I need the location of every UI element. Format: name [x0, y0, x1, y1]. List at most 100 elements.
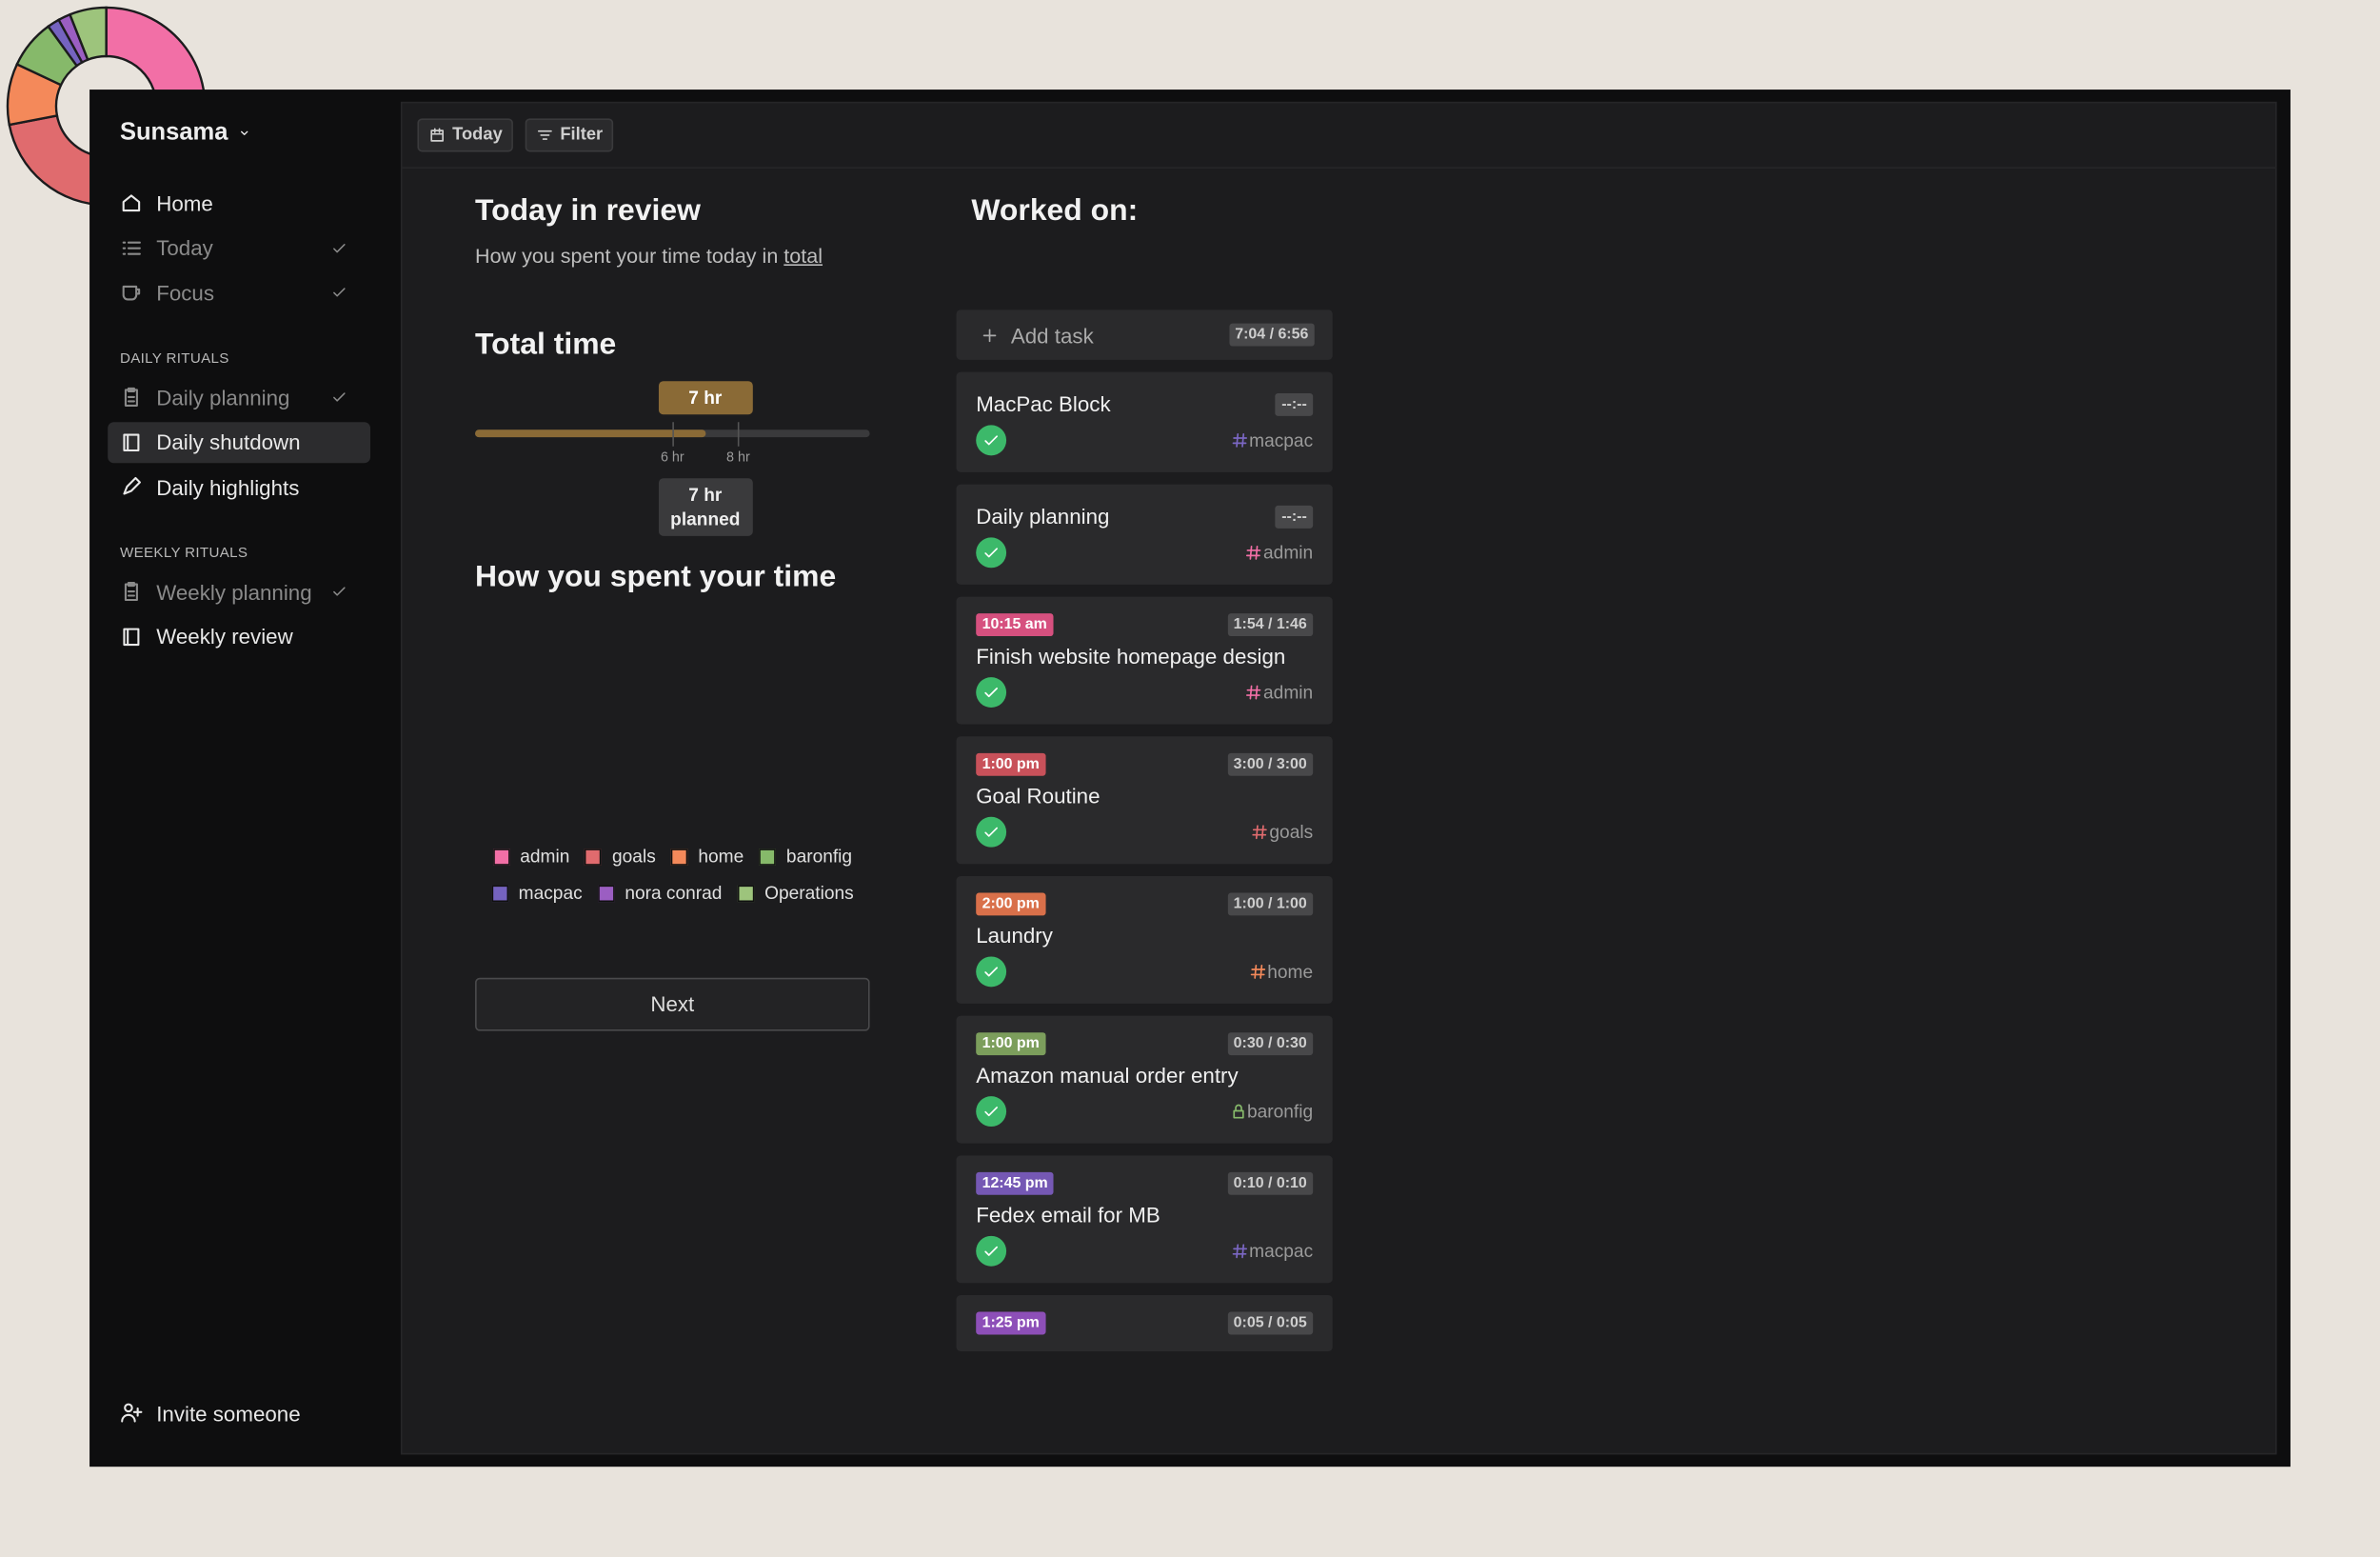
- task-bottom: macpac: [976, 425, 1313, 456]
- complete-check[interactable]: [976, 1235, 1007, 1267]
- task-tag-label: admin: [1263, 542, 1314, 564]
- nav-item[interactable]: Home: [108, 182, 370, 223]
- legend-item: admin: [492, 846, 570, 868]
- icon: [124, 387, 138, 407]
- legend-item: home: [670, 846, 744, 867]
- complete-check[interactable]: [976, 816, 1007, 848]
- task-top: 2:00 pm 1:00 / 1:00: [976, 892, 1314, 916]
- icon: [122, 285, 141, 301]
- icon-path: [333, 243, 346, 252]
- task-tag: goals: [1251, 822, 1313, 843]
- nav-item[interactable]: Focus: [108, 271, 370, 312]
- task-name: Goal Routine: [976, 783, 1101, 808]
- icon: [1246, 685, 1261, 700]
- invite-button[interactable]: Invite someone: [108, 1392, 370, 1433]
- icon: [333, 243, 346, 252]
- legend-label: baronfig: [785, 846, 853, 868]
- icon: [333, 392, 346, 402]
- icon-path: [984, 967, 998, 977]
- legend: admin goals home baronfig macpac nora conrad O…: [475, 846, 870, 904]
- task-card[interactable]: MacPac Block --:-- macpac: [956, 371, 1333, 472]
- task-card[interactable]: 10:15 am 1:54 / 1:46 Finish website homepa…: [956, 596, 1333, 725]
- add-task-left: Add task: [981, 323, 1094, 347]
- legend-label: admin: [520, 846, 570, 868]
- task-card[interactable]: 12:45 pm 0:10 / 0:10 Fedex email for MB mac…: [956, 1155, 1333, 1284]
- task-tag-label: home: [1267, 961, 1314, 983]
- task-tag-label: goals: [1269, 821, 1314, 843]
- icon-path: [124, 387, 138, 407]
- icon: [984, 688, 998, 698]
- nav-item[interactable]: Daily highlights: [108, 466, 370, 507]
- workspace-label: Sunsama: [119, 119, 228, 147]
- task-card[interactable]: 1:00 pm 0:30 / 0:30 Amazon manual order en…: [956, 1015, 1333, 1144]
- nav-label: Today: [156, 235, 213, 260]
- task-top: 1:00 pm 3:00 / 3:00: [976, 752, 1314, 776]
- icon: [123, 432, 140, 451]
- nav-label: Focus: [156, 280, 215, 305]
- icon-path: [1250, 965, 1266, 979]
- task-bottom: admin: [976, 537, 1314, 569]
- icon-path: [1232, 1104, 1244, 1119]
- icon: [122, 240, 141, 254]
- legend-label: macpac: [518, 882, 583, 904]
- task-tag: macpac: [1231, 429, 1313, 451]
- icon-path: [1246, 545, 1261, 560]
- task-name: MacPac Block: [976, 391, 1111, 416]
- icon-path: [333, 392, 346, 402]
- task-card[interactable]: 1:25 pm 0:05 / 0:05: [956, 1295, 1333, 1352]
- task-duration: 1:00 / 1:00: [1227, 892, 1314, 916]
- task-bottom: macpac: [976, 1235, 1313, 1267]
- complete-check[interactable]: [976, 425, 1007, 456]
- workspace-name[interactable]: Sunsama: [120, 120, 252, 148]
- filter-label: Filter: [560, 126, 604, 145]
- nav-item[interactable]: Daily planning: [108, 376, 370, 417]
- complete-check[interactable]: [976, 1096, 1007, 1128]
- complete-check[interactable]: [976, 537, 1007, 569]
- task-card[interactable]: Daily planning --:-- admin: [956, 484, 1333, 585]
- icon: [984, 827, 998, 837]
- icon-path: [333, 288, 346, 297]
- task-tag: home: [1249, 961, 1314, 983]
- icon: [984, 435, 998, 446]
- icon: [333, 288, 346, 297]
- nav-label: Daily highlights: [156, 474, 300, 499]
- planned-caption: planned: [670, 509, 741, 530]
- nav-item[interactable]: Weekly planning: [108, 570, 370, 611]
- planned-label: 7 hr: [688, 484, 723, 506]
- icon: [123, 627, 140, 646]
- section-heading: DAILY RITUALS: [119, 350, 229, 368]
- today-button[interactable]: Today: [417, 118, 513, 152]
- review-subtitle: How you spent your time today in total: [475, 245, 823, 268]
- task-name: Fedex email for MB: [976, 1202, 1160, 1228]
- complete-check[interactable]: [976, 677, 1007, 708]
- nav-item[interactable]: Weekly review: [108, 616, 370, 657]
- next-button[interactable]: Next: [475, 977, 870, 1031]
- nav-label: Daily shutdown: [156, 429, 301, 454]
- task-duration: --:--: [1275, 505, 1314, 529]
- nav-item[interactable]: Daily shutdown: [108, 421, 371, 463]
- icon: [333, 587, 346, 596]
- icon-path: [984, 548, 998, 558]
- task-duration: --:--: [1275, 392, 1314, 416]
- icon-path: [123, 627, 140, 646]
- legend-label: goals: [612, 846, 656, 868]
- task-top: Daily planning --:--: [976, 501, 1314, 531]
- filter-button[interactable]: Filter: [525, 118, 614, 152]
- complete-check[interactable]: [976, 956, 1007, 988]
- task-card[interactable]: 2:00 pm 1:00 / 1:00 Laundry home: [956, 875, 1333, 1004]
- icon-path: [122, 285, 141, 301]
- task-top: MacPac Block --:--: [976, 389, 1314, 419]
- legend-swatch: [759, 848, 776, 866]
- icon-path: [121, 1403, 143, 1423]
- add-task[interactable]: Add task 7:04 / 6:56: [956, 309, 1333, 360]
- task-time: 10:15 am: [976, 613, 1054, 637]
- nav-item[interactable]: Today: [108, 227, 370, 268]
- subtitle-link[interactable]: total: [783, 244, 823, 268]
- task-card[interactable]: 1:00 pm 3:00 / 3:00 Goal Routine goals: [956, 736, 1333, 865]
- icon-path: [123, 432, 140, 451]
- task-name: Laundry: [976, 923, 1053, 948]
- add-task-time: 7:04 / 6:56: [1228, 323, 1315, 347]
- task-tag-label: admin: [1263, 681, 1314, 704]
- legend-item: macpac: [490, 882, 583, 904]
- icon: [121, 1403, 143, 1423]
